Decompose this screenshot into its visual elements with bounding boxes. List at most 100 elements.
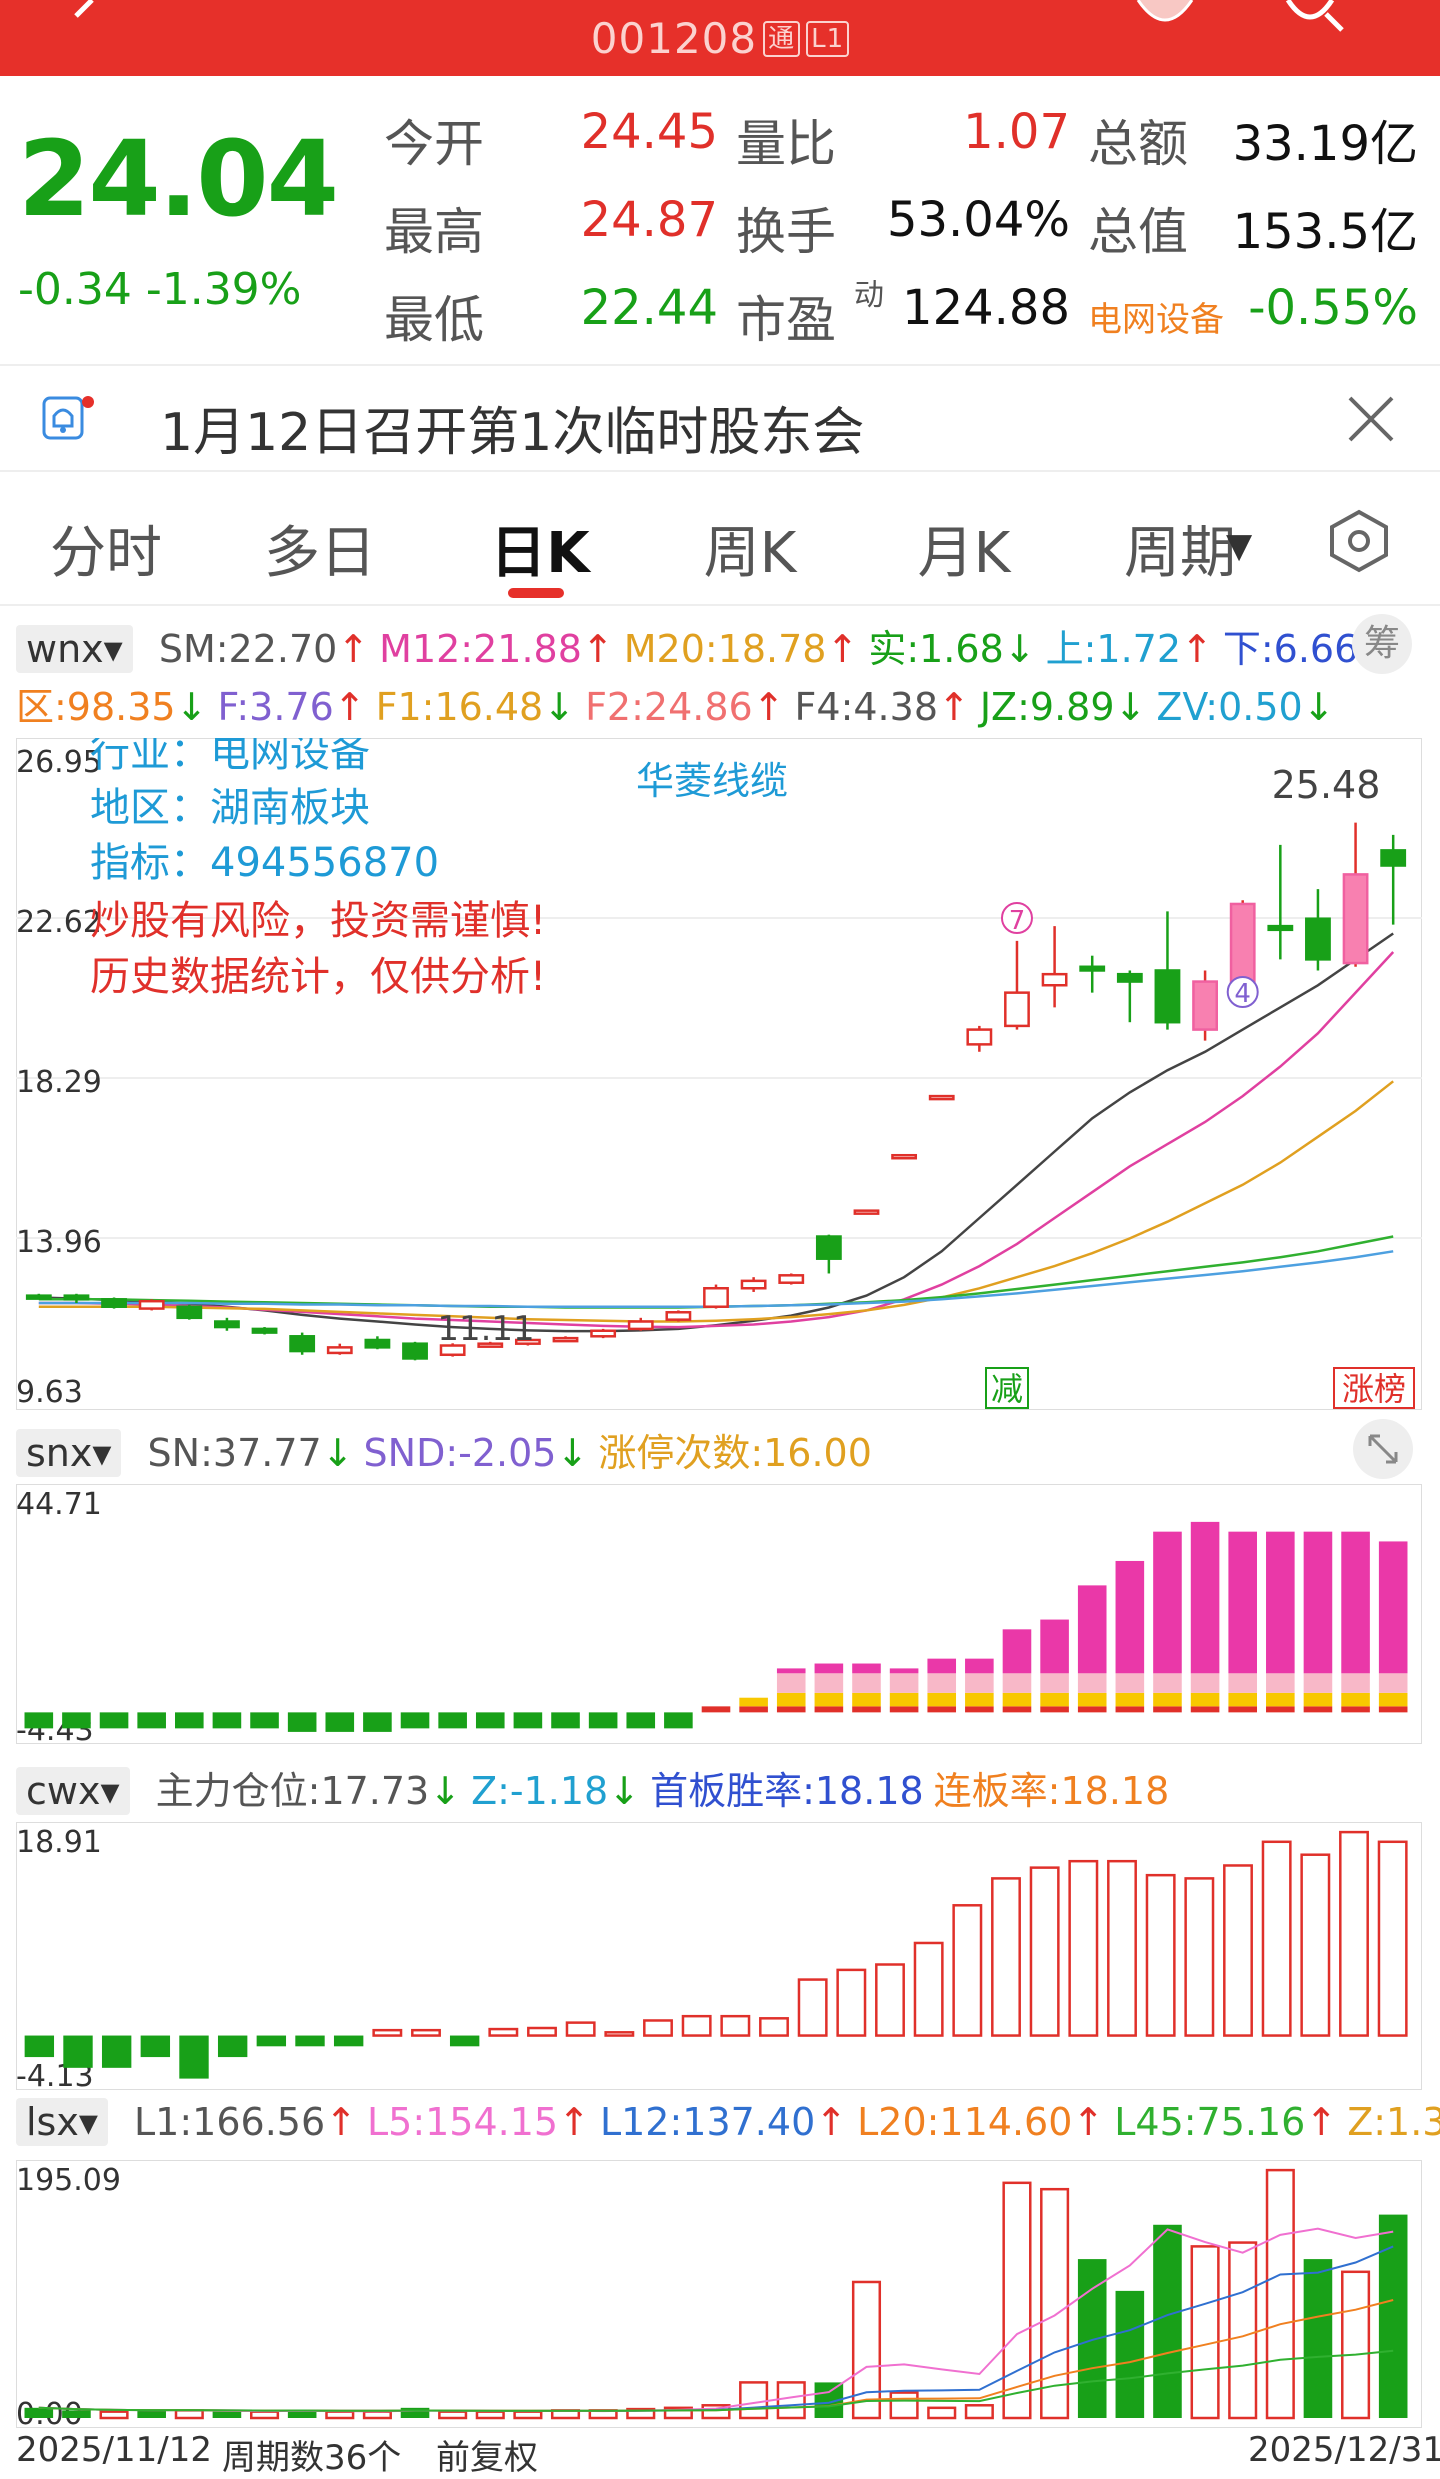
snx-values: SN:37.77↓ SND:-2.05↓ 涨停次数:16.00 [134,1431,872,1475]
candlestick-chart[interactable]: 26.95 22.62 18.29 13.96 9.63 行业：电网设备地区：湖南板块指标… [16,738,1422,1410]
lsx-volume-chart[interactable]: 195.090.00 [16,2160,1422,2428]
volume-bar [174,2409,204,2420]
candle [703,1284,729,1309]
volume-bar [249,2410,280,2420]
indicator-value: L1:166.56 [134,2100,326,2144]
cwx-bar [217,2035,248,2058]
tab-2[interactable]: 日K [490,521,590,586]
quote-value: 1.07 [963,104,1070,160]
cwx-bar [720,2014,751,2037]
footer-start-date: 2025/11/12 [16,2430,212,2470]
candle [815,1234,842,1274]
hexagon-settings-icon[interactable] [1326,508,1392,574]
cwx-selector-label: cwx [26,1769,101,1813]
volume-bar [137,2410,166,2418]
cwx-bar [256,2035,287,2047]
snx-bar [1040,1619,1069,1713]
volume-bar [964,2404,994,2420]
candle [1342,822,1369,967]
active-tab-underline [508,588,564,598]
snx-selector[interactable]: snx▾ [16,1429,122,1477]
ma-line-M12 [38,951,1395,1329]
snx-bar-chart[interactable]: 44.71-4.43 [16,1484,1422,1744]
snx-bar [927,1658,957,1713]
snx-bar [626,1712,656,1729]
candle [590,1328,617,1339]
expand-icon[interactable] [1352,1418,1414,1480]
indicator-value: L5:154.15 [366,2100,559,2144]
notice-bar[interactable]: 1月12日召开第1次临时股东会 [0,364,1440,472]
tab-1[interactable]: 多日 [264,521,376,586]
trend-arrow: ↑ [815,2100,848,2144]
marker-4-text: 4 [1234,979,1251,1009]
quote-label: 总值 [1088,203,1188,261]
risk-warning: 炒股有风险，投资需谨慎! [90,898,546,944]
quote-label: 今开 [384,115,484,173]
candle [364,1336,391,1350]
candle [627,1317,654,1331]
trend-arrow: ↓ [429,1769,462,1813]
snx-bar [965,1658,994,1713]
y-axis-top: 18.91 [16,1825,102,1860]
snx-bar [1190,1521,1220,1713]
snx-line: snx▾ SN:37.77↓ SND:-2.05↓ 涨停次数:16.00 [16,1422,872,1477]
indicator-value: SN:37.77 [147,1431,322,1475]
cwx-selector[interactable]: cwx▾ [16,1767,130,1815]
chip-badge-icon[interactable]: 筹 [1352,614,1412,674]
cwx-bar [836,1968,867,2037]
footer-end-date: 2025/12/31 [1248,2430,1440,2470]
candle [176,1304,203,1320]
back-arrow-icon[interactable] [58,0,108,30]
wnx-selector[interactable]: wnx▾ [16,625,133,673]
notice-text[interactable]: 1月12日召开第1次临时股东会 [160,403,865,463]
cwx-bar [1029,1866,1060,2037]
y-axis-tick: 18.29 [16,1065,102,1100]
cwx-bar [913,1941,944,2037]
close-icon[interactable] [1346,394,1396,444]
candle [514,1338,541,1346]
tab-3[interactable]: 周K [703,521,797,586]
marker-4-icon [1226,976,1259,1008]
ma-line-M20 [38,1080,1394,1323]
risk-warning: 历史数据统计，仅供分析! [90,954,546,1000]
stock-code: 001208 [590,14,758,63]
snx-bar [438,1712,467,1729]
cwx-bar [1184,1877,1215,2037]
rank-tag[interactable] [1333,1367,1415,1409]
candle [1079,955,1106,993]
candle [966,1025,993,1052]
search-icon[interactable] [1280,0,1350,34]
reduce-tag [985,1367,1029,1409]
candle [101,1297,127,1309]
tab-4[interactable]: 月K [917,521,1011,586]
lsx-line: lsx▾ L1:166.56↑ L5:154.15↑ L12:137.40↑ L20:… [16,2098,1440,2146]
indicator-value: 实:1.68 [868,627,1004,671]
candle [1041,926,1068,1008]
candle [1004,940,1030,1030]
volume-bar [325,2410,355,2420]
y-axis-tick: 22.62 [16,905,102,940]
indicator-value: M20:18.78 [623,627,827,671]
indicator-value: M12:21.88 [379,627,582,671]
cwx-bar [797,1978,828,2037]
cwx-bar [101,2035,132,2068]
tab-5[interactable]: 周期 [1124,521,1236,586]
candle [1267,844,1294,960]
indicator-value: SM:22.70 [158,627,338,671]
cwx-bar [488,2027,519,2037]
footer-adjust[interactable]: 前复权 [436,2438,538,2478]
avatar-icon[interactable] [1130,0,1200,34]
volume-bar [287,2410,317,2418]
lsx-selector[interactable]: lsx▾ [16,2098,108,2146]
lsx-selector-label: lsx [26,2100,79,2144]
cwx-bar [1068,1859,1099,2037]
cwx-bar-chart[interactable]: 18.91-4.13 [16,1822,1422,2090]
volume-bar [889,2391,919,2420]
indicator-value: L20:114.60 [857,2100,1073,2144]
snx-bar [889,1668,919,1713]
volume-bar [851,2280,882,2420]
tab-0[interactable]: 分时 [50,521,162,586]
indicator-value: Z:-1.18 [471,1769,609,1813]
indicator-value: JZ:9.89 [979,685,1115,729]
indicator-value: F4:4.38 [794,685,938,729]
